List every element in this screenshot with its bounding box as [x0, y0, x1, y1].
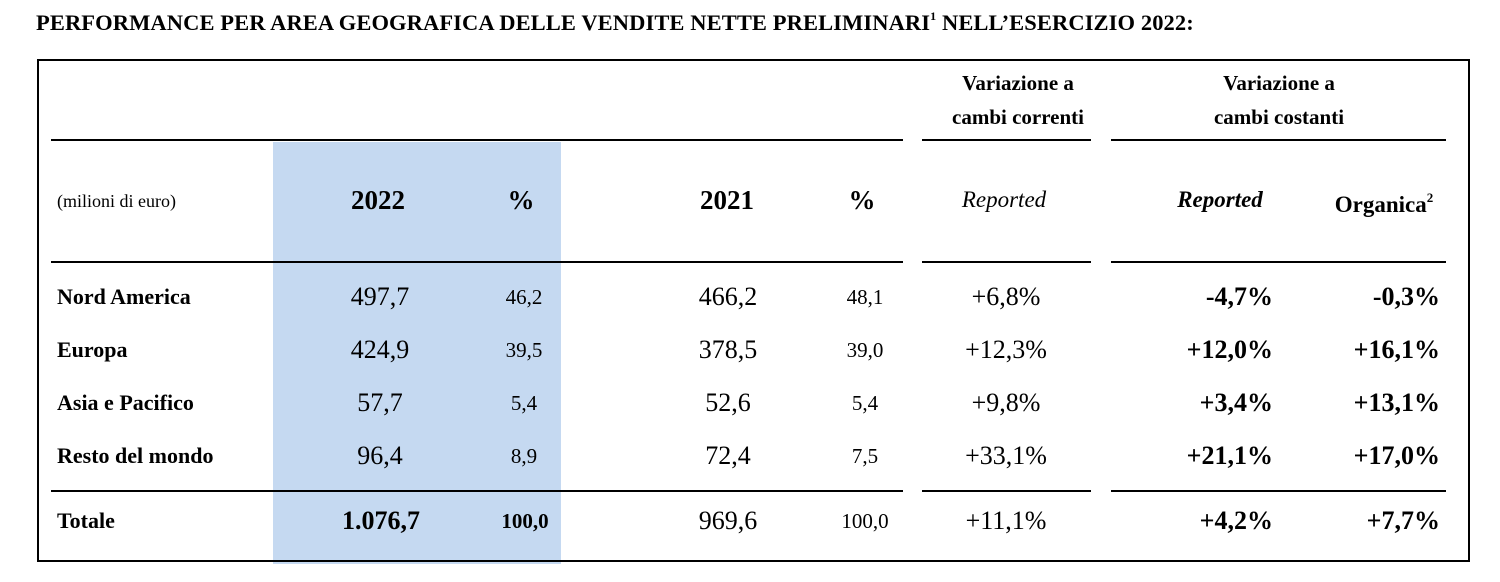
col-header-2021: 2021 [700, 185, 754, 215]
cell-2021: 72,4 [705, 441, 751, 470]
group-header-cambi-costanti: Variazione a cambi costanti [1214, 66, 1344, 134]
report-title-text: PERFORMANCE PER AREA GEOGRAFICA DELLE VE… [36, 10, 931, 35]
rule-subheader-left [51, 261, 903, 263]
cell-reported-costanti: -4,7% [1205, 282, 1273, 311]
highlight-column-2022 [273, 142, 561, 564]
rule-total-left [51, 490, 903, 492]
rule-subheader-correnti [922, 261, 1091, 263]
footnote-marker-1: 1 [930, 9, 937, 23]
cell-total-reported-costanti: +4,2% [1199, 506, 1273, 535]
cell-pct-2022: 46,2 [505, 285, 543, 309]
cell-reported-correnti: +33,1% [965, 441, 1047, 470]
rule-header-left [51, 139, 903, 141]
footnote-marker-2: 2 [1426, 190, 1434, 205]
rule-total-correnti [922, 490, 1091, 492]
cell-pct-2021: 7,5 [851, 444, 879, 468]
cell-2022: 96,4 [357, 441, 403, 470]
cell-total-pct-2021: 100,0 [841, 509, 889, 533]
cell-2021: 378,5 [698, 335, 758, 364]
cell-pct-2021: 48,1 [846, 285, 884, 309]
cell-reported-costanti: +3,4% [1199, 388, 1273, 417]
cell-pct-2021: 5,4 [851, 391, 879, 415]
table-frame [37, 59, 1470, 562]
report-title-suffix: NELL’ESERCIZIO 2022: [936, 10, 1194, 35]
col-header-organica-text: Organica [1334, 192, 1427, 217]
group-header-correnti-line1: Variazione a [962, 71, 1074, 95]
cell-reported-correnti: +9,8% [971, 388, 1041, 417]
cell-organica: -0,3% [1372, 282, 1440, 311]
cell-2022: 57,7 [357, 388, 403, 417]
cell-pct-2022: 5,4 [510, 391, 538, 415]
cell-reported-correnti: +6,8% [971, 282, 1041, 311]
cell-total-pct-2022: 100,0 [501, 509, 549, 533]
cell-total-2022: 1.076,7 [342, 506, 420, 535]
rule-header-correnti [922, 139, 1091, 141]
group-header-costanti-line2: cambi costanti [1213, 105, 1345, 129]
cell-organica: +16,1% [1353, 335, 1440, 364]
col-header-pct-2022: % [507, 185, 535, 215]
cell-total-organica: +7,7% [1366, 506, 1440, 535]
col-header-reported-costanti: Reported [1177, 187, 1263, 212]
row-label-asia-pacifico: Asia e Pacifico [57, 390, 194, 415]
col-header-organica: Organica2 [1335, 191, 1434, 216]
cell-pct-2021: 39,0 [846, 338, 884, 362]
cell-organica: +17,0% [1353, 441, 1440, 470]
group-header-costanti-line1: Variazione a [1223, 71, 1335, 95]
cell-total-2021: 969,6 [698, 506, 758, 535]
row-label-totale: Totale [57, 508, 115, 533]
col-header-reported-correnti: Reported [961, 187, 1047, 212]
rule-subheader-costanti [1111, 261, 1446, 263]
row-label-nord-america: Nord America [57, 284, 191, 309]
rule-header-costanti [1111, 139, 1446, 141]
row-label-resto-del-mondo: Resto del mondo [57, 443, 214, 468]
cell-reported-costanti: +12,0% [1186, 335, 1273, 364]
rule-total-costanti [1111, 490, 1446, 492]
cell-reported-costanti: +21,1% [1186, 441, 1273, 470]
cell-2021: 52,6 [705, 388, 751, 417]
cell-2022: 424,9 [350, 335, 410, 364]
cell-reported-correnti: +12,3% [965, 335, 1047, 364]
cell-2021: 466,2 [698, 282, 758, 311]
cell-pct-2022: 8,9 [510, 444, 538, 468]
col-header-pct-2021: % [848, 185, 876, 215]
report-title: PERFORMANCE PER AREA GEOGRAFICA DELLE VE… [36, 9, 1194, 36]
group-header-cambi-correnti: Variazione a cambi correnti [952, 66, 1084, 134]
cell-pct-2022: 39,5 [505, 338, 543, 362]
col-header-2022: 2022 [351, 185, 405, 215]
cell-total-reported-correnti: +11,1% [965, 506, 1047, 535]
group-header-correnti-line2: cambi correnti [952, 105, 1084, 129]
row-label-europa: Europa [57, 337, 128, 362]
unit-label: (milioni di euro) [57, 191, 176, 211]
cell-2022: 497,7 [350, 282, 410, 311]
cell-organica: +13,1% [1353, 388, 1440, 417]
